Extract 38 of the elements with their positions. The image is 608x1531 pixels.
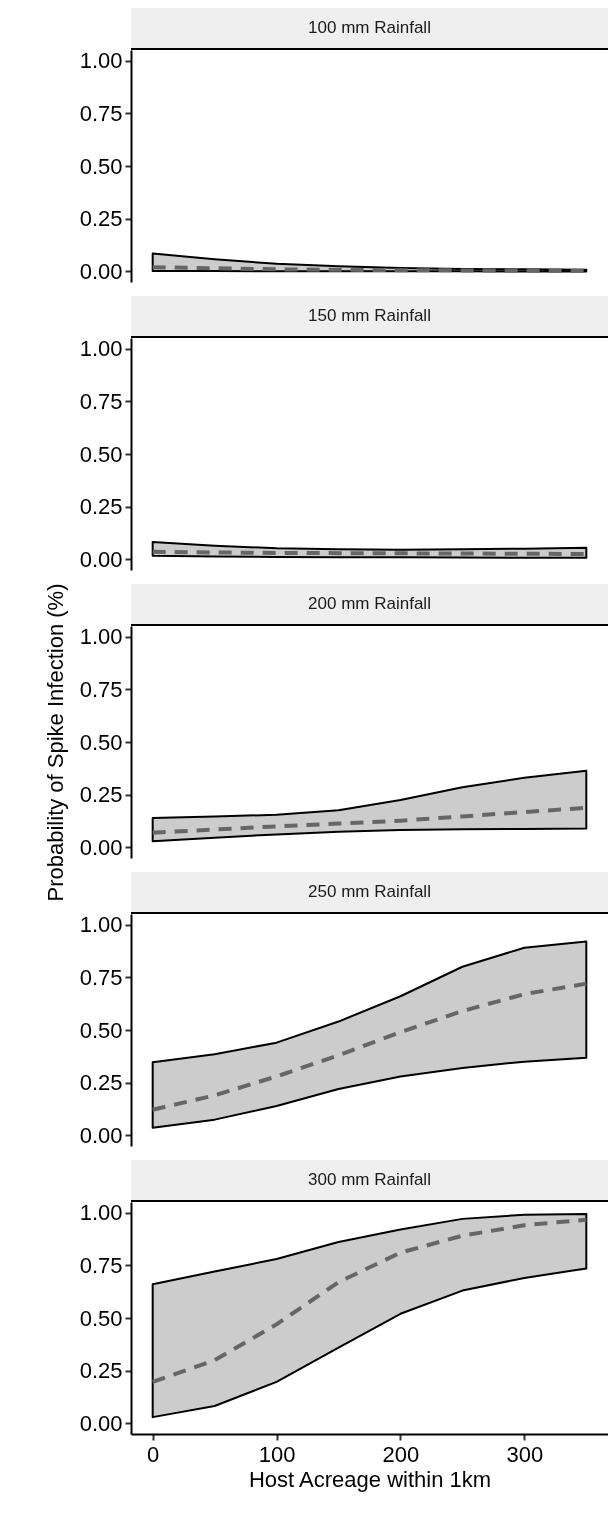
line-series [150,981,589,1112]
y-tick-label: 0.00 [79,834,123,860]
chart-title: 100 mm Rainfall [131,8,608,50]
y-tick-label: 0.25 [79,206,123,232]
y-tick-label: 0.25 [79,494,123,520]
y-tick-label: 0.00 [79,546,123,572]
y-tick-label: 0.50 [79,441,123,467]
x-tick-label: 0 [147,1441,160,1467]
y-tick-label: 1.00 [79,912,123,938]
y-tick-label: 0.00 [79,1410,123,1436]
chart-title: 250 mm Rainfall [131,872,608,914]
y-tick-label: 0.25 [79,1358,123,1384]
y-tick-label: 0.75 [79,676,123,702]
x-axis-title: Host Acreage within 1km [248,1466,492,1492]
y-tick-label: 0.75 [79,964,123,990]
y-tick-label: 0.00 [79,258,123,284]
y-tick-label: 0.75 [79,388,123,414]
y-tick-label: 1.00 [79,48,123,74]
y-tick-label: 0.00 [79,1122,123,1148]
chart-title: 200 mm Rainfall [131,584,608,626]
y-tick-label: 0.25 [79,1070,123,1096]
x-tick-label: 100 [258,1441,296,1467]
y-tick-label: 1.00 [79,336,123,362]
y-tick-label: 0.75 [79,100,123,126]
x-tick-label: 200 [382,1441,420,1467]
y-tick-label: 0.50 [79,729,123,755]
y-tick-label: 0.50 [79,1017,123,1043]
y-tick-label: 1.00 [79,624,123,650]
line-series [150,1217,589,1384]
y-tick-label: 0.75 [79,1252,123,1278]
y-axis-title: Probability of Spike Infection (%) [42,583,68,902]
y-tick-label: 0.50 [79,153,123,179]
x-tick-label: 300 [506,1441,544,1467]
chart-title: 150 mm Rainfall [131,296,608,338]
y-tick-label: 0.50 [79,1305,123,1331]
y-tick-label: 0.25 [79,782,123,808]
chart-title: 300 mm Rainfall [131,1160,608,1202]
y-tick-label: 1.00 [79,1200,123,1226]
